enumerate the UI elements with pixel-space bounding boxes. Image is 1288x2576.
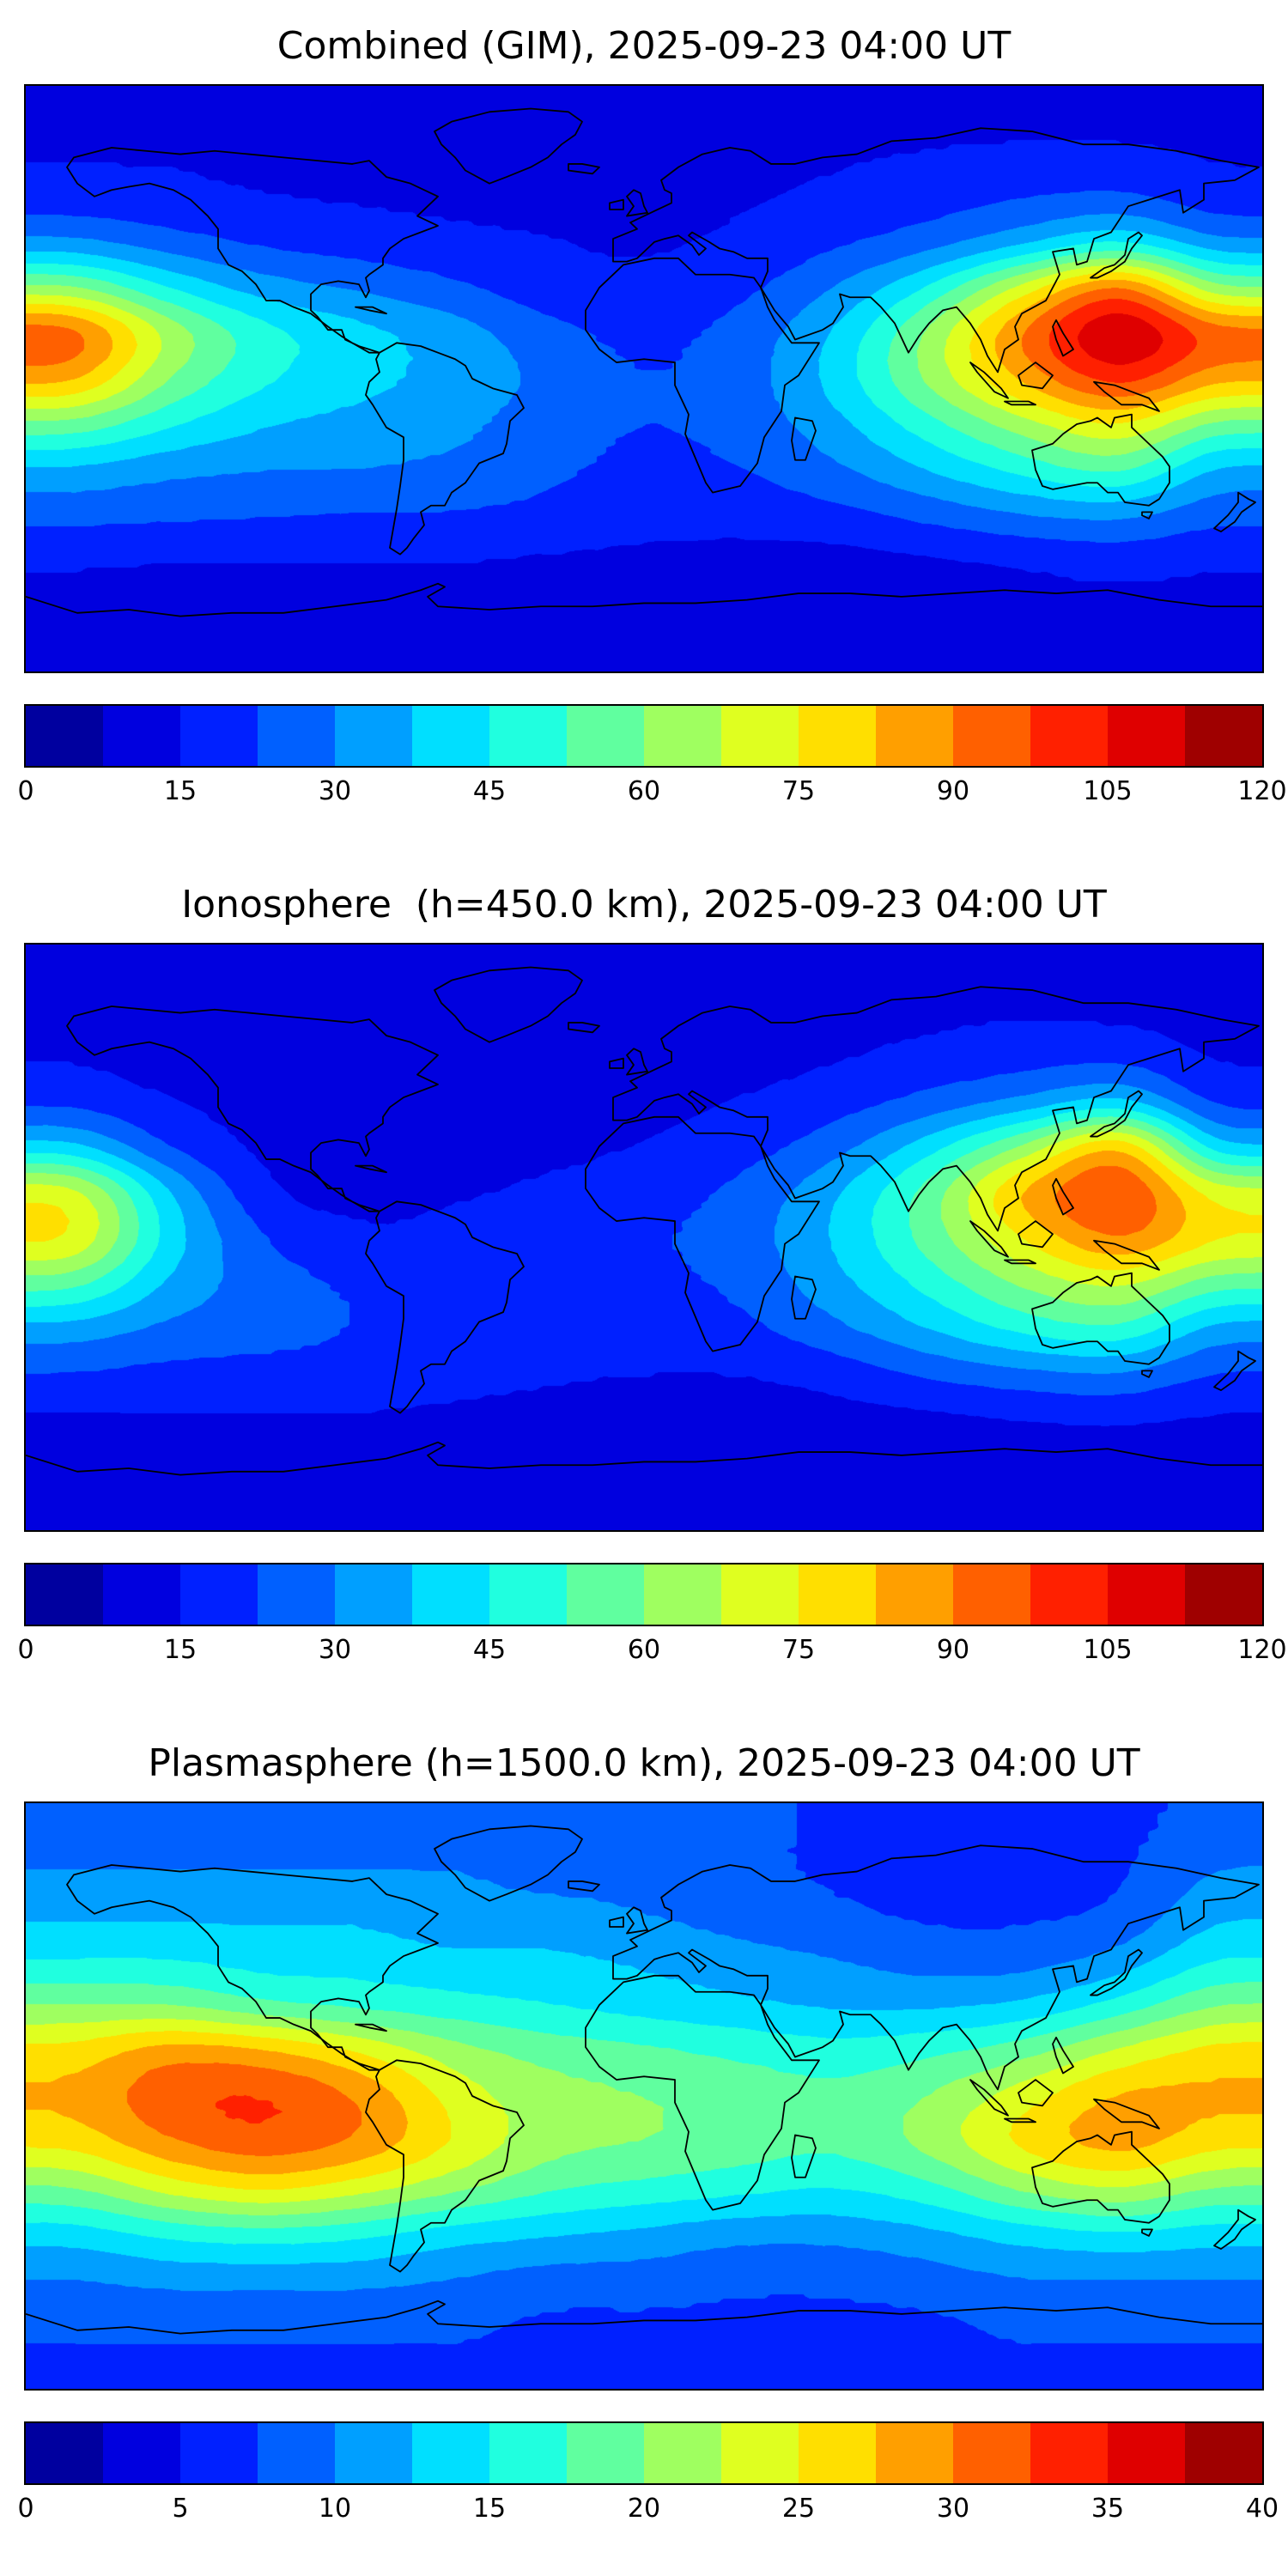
colorbar-tick-label: 0 — [17, 1635, 34, 1665]
colorbar — [24, 2421, 1264, 2485]
colorbar-ticks: 0 5 10 15 20 25 30 35 40 — [17, 2492, 1279, 2530]
colorbar-tick-label: 5 — [172, 2494, 189, 2524]
landmasses — [67, 1826, 1259, 2272]
colorbar-tick-label: 120 — [1237, 776, 1287, 806]
colorbar — [24, 1563, 1264, 1626]
figure-title: Combined (GIM), 2025-09-23 04:00 UT — [276, 24, 1012, 68]
tec-map-panel-combined: Combined (GIM), 2025-09-23 04:00 UT 0 15 3… — [0, 0, 1288, 859]
coastlines — [26, 945, 1262, 1530]
colorbar-tick-label: 15 — [163, 776, 197, 806]
colorbar-tick-label: 90 — [936, 776, 970, 806]
antarctica-coast — [26, 2301, 1262, 2334]
tec-map-panel-plasmasphere: Plasmasphere (h=1500.0 km), 2025-09-23 0… — [0, 1717, 1288, 2576]
coastlines — [26, 86, 1262, 671]
tec-heatmap — [26, 945, 1262, 1530]
world-map — [24, 1801, 1264, 2391]
antarctica-coast — [26, 1443, 1262, 1475]
colorbar-tick-label: 10 — [318, 2494, 352, 2524]
colorbar-tick-label: 45 — [472, 776, 507, 806]
colorbar-ticks: 0 15 30 45 60 75 90 105 120 — [17, 775, 1286, 812]
world-map — [24, 84, 1264, 673]
coastlines — [26, 1803, 1262, 2389]
colorbar-tick-label: 90 — [936, 1635, 970, 1665]
tec-heatmap — [26, 1803, 1262, 2389]
colorbar-tick-label: 60 — [627, 776, 661, 806]
figure-title: Plasmasphere (h=1500.0 km), 2025-09-23 0… — [148, 1741, 1140, 1785]
colorbar-tick-label: 30 — [936, 2494, 970, 2524]
colorbar — [24, 704, 1264, 768]
colorbar-tick-label: 120 — [1237, 1635, 1287, 1665]
tec-heatmap — [26, 86, 1262, 671]
figure-title: Ionosphere (h=450.0 km), 2025-09-23 04:0… — [181, 883, 1107, 927]
world-map — [24, 943, 1264, 1532]
landmasses — [67, 968, 1259, 1413]
tec-map-panel-ionosphere: Ionosphere (h=450.0 km), 2025-09-23 04:0… — [0, 859, 1288, 1717]
colorbar-tick-label: 15 — [472, 2494, 507, 2524]
colorbar-tick-label: 105 — [1083, 1635, 1133, 1665]
colorbar-tick-label: 15 — [163, 1635, 197, 1665]
colorbar-tick-label: 0 — [17, 776, 34, 806]
colorbar-tick-label: 60 — [627, 1635, 661, 1665]
colorbar-tick-label: 30 — [318, 1635, 352, 1665]
colorbar-tick-label: 105 — [1083, 776, 1133, 806]
colorbar-tick-label: 25 — [781, 2494, 816, 2524]
colorbar-tick-label: 0 — [17, 2494, 34, 2524]
colorbar-tick-label: 75 — [781, 1635, 816, 1665]
colorbar-tick-label: 30 — [318, 776, 352, 806]
colorbar-tick-label: 35 — [1091, 2494, 1125, 2524]
landmasses — [67, 109, 1259, 555]
antarctica-coast — [26, 584, 1262, 617]
colorbar-tick-label: 75 — [781, 776, 816, 806]
colorbar-ticks: 0 15 30 45 60 75 90 105 120 — [17, 1633, 1286, 1671]
colorbar-tick-label: 45 — [472, 1635, 507, 1665]
colorbar-tick-label: 40 — [1245, 2494, 1279, 2524]
colorbar-tick-label: 20 — [627, 2494, 661, 2524]
